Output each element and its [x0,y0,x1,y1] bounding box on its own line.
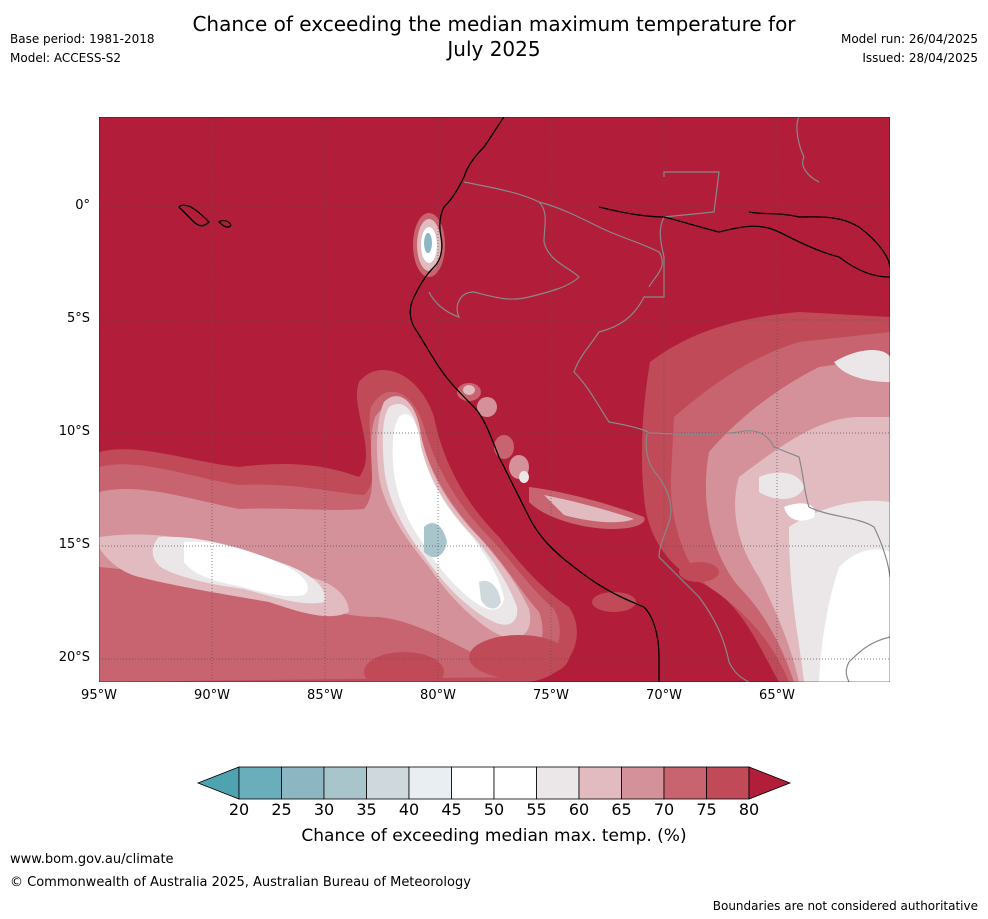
lon-label-95w: 95°W [81,688,117,703]
chart-title: Chance of exceeding the median maximum t… [0,12,988,62]
colorbar-tick-30: 30 [313,800,335,819]
colorbar-cell-65-70 [621,766,665,800]
colorbar-tick-50: 50 [483,800,505,819]
lat-label-5s: 5°S [66,311,90,326]
colorbar-cell-45-50 [451,766,495,800]
colorbar-tick-45: 45 [441,800,462,819]
issued-date: Issued: 28/04/2025 [862,51,978,65]
meta-left: Base period: 1981-2018 Model: ACCESS-S2 [10,30,155,68]
colorbar-cell-50-55 [493,766,537,800]
colorbar-tick-60: 60 [568,800,590,819]
colorbar-cell-20-25 [238,766,282,800]
colorbar-tick-20: 20 [228,800,250,819]
lon-label-65w: 65°W [759,688,795,703]
east-region-contours [641,312,890,682]
colorbar-tick-55: 55 [526,800,547,819]
country-borders [428,117,890,682]
model-name: Model: ACCESS-S2 [10,51,122,65]
colorbar-label: Chance of exceeding median max. temp. (%… [301,826,687,846]
colorbar-tick-65: 65 [611,800,632,819]
colorbar-cells [238,766,750,800]
colorbar-cell-75-80 [706,766,750,800]
colorbar-cell-35-40 [366,766,410,800]
title-line-2: July 2025 [447,37,541,61]
colorbar-tick-25: 25 [271,800,292,819]
colorbar-under-arrow [196,766,240,800]
colorbar-tick-35: 35 [356,800,377,819]
colorbar-cell-30-35 [323,766,367,800]
footer-url[interactable]: www.bom.gov.au/climate [10,852,174,867]
graticule [99,117,890,682]
colorbar-cell-40-45 [408,766,452,800]
colorbar [196,766,792,800]
colorbar-cell-60-65 [578,766,622,800]
colorbar-tick-70: 70 [653,800,675,819]
footer-copyright: © Commonwealth of Australia 2025, Austra… [10,875,471,890]
guayaquil-blob [413,213,445,277]
colorbar-tick-80: 80 [738,800,760,819]
footer-note: Boundaries are not considered authoritat… [712,899,978,913]
lon-label-75w: 75°W [533,688,569,703]
model-run: Model run: 26/04/2025 [840,32,978,46]
colorbar-cell-70-75 [663,766,707,800]
lon-label-80w: 80°W [420,688,456,703]
base-period: Base period: 1981-2018 [10,32,155,46]
title-line-1: Chance of exceeding the median maximum t… [192,12,796,36]
lat-label-15s: 15°S [58,537,90,552]
forecast-map [99,117,890,682]
lat-label-10s: 10°S [58,424,90,439]
colorbar-cell-55-60 [536,766,580,800]
lat-label-0: 0° [75,198,90,213]
meta-right: Model run: 26/04/2025 Issued: 28/04/2025 [841,30,978,68]
pacific-tongue-contours [99,369,577,682]
colorbar-tick-75: 75 [696,800,717,819]
colorbar-tick-40: 40 [398,800,420,819]
lon-label-90w: 90°W [194,688,230,703]
coastlines [178,117,890,682]
lon-label-85w: 85°W [307,688,343,703]
colorbar-over-arrow [748,766,792,800]
colorbar-cell-25-30 [281,766,325,800]
lat-label-20s: 20°S [58,650,90,665]
lon-label-70w: 70°W [646,688,682,703]
